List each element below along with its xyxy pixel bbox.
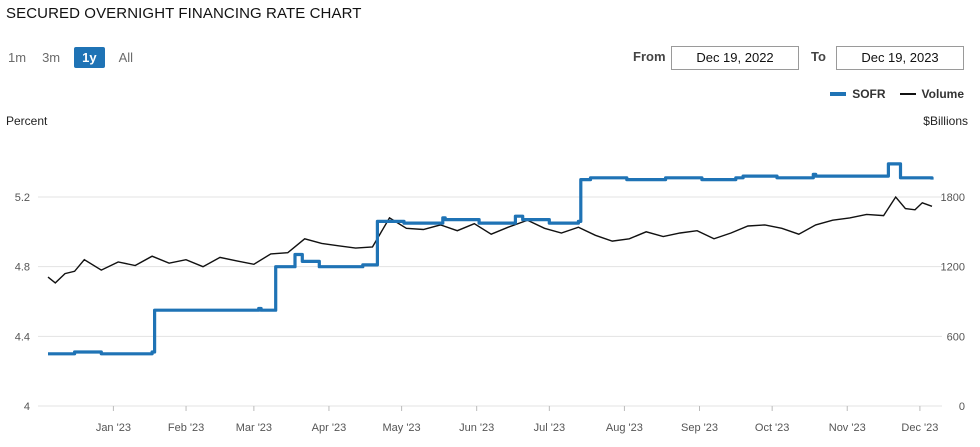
to-label: To <box>811 49 826 64</box>
x-tick-label: Feb '23 <box>168 422 204 434</box>
sofr-series-line <box>48 162 934 356</box>
x-tick-label: Jul '23 <box>534 422 565 434</box>
y-left-tick-label: 5.2 <box>15 192 30 204</box>
x-tick-label: Mar '23 <box>236 422 272 434</box>
x-tick-label: Nov '23 <box>829 422 866 434</box>
y-right-tick-label: 1200 <box>941 262 965 274</box>
left-axis-label: Percent <box>6 114 48 128</box>
x-tick-label: Jun '23 <box>459 422 494 434</box>
y-right-tick-label: 0 <box>959 401 965 413</box>
volume-series-line <box>47 195 933 284</box>
legend-label-sofr: SOFR <box>852 87 886 101</box>
x-tick-label: Dec '23 <box>901 422 938 434</box>
x-tick-label: Aug '23 <box>606 422 643 434</box>
range-all-button[interactable]: All <box>118 50 134 65</box>
legend-item-sofr[interactable]: SOFR <box>830 87 886 101</box>
x-tick-label: Jan '23 <box>96 422 131 434</box>
y-right-tick-label: 600 <box>947 331 965 343</box>
to-date-input[interactable]: Dec 19, 2023 <box>836 46 964 70</box>
x-tick-label: Apr '23 <box>312 422 347 434</box>
x-tick-label: May '23 <box>383 422 421 434</box>
y-left-tick-label: 4.8 <box>15 262 30 274</box>
y-right-tick-label: 1800 <box>941 192 965 204</box>
sofr-swatch <box>830 92 847 96</box>
from-date-input[interactable]: Dec 19, 2022 <box>671 46 799 70</box>
x-tick-label: Oct '23 <box>755 422 790 434</box>
legend-item-volume[interactable]: Volume <box>899 87 964 101</box>
legend: SOFR Volume <box>830 87 964 101</box>
range-1y-button[interactable]: 1y <box>74 47 105 68</box>
legend-label-volume: Volume <box>921 87 964 101</box>
from-label: From <box>633 49 666 64</box>
chart-title: SECURED OVERNIGHT FINANCING RATE CHART <box>6 5 362 22</box>
y-left-tick-label: 4.4 <box>15 331 30 343</box>
x-tick-label: Sep '23 <box>681 422 718 434</box>
right-axis-label: $Billions <box>923 114 968 128</box>
y-left-tick-label: 4 <box>24 401 30 413</box>
volume-swatch <box>899 93 916 95</box>
range-selector: 1m 3m 1y All <box>0 47 141 68</box>
range-1m-button[interactable]: 1m <box>8 50 27 65</box>
range-3m-button[interactable]: 3m <box>42 50 61 65</box>
